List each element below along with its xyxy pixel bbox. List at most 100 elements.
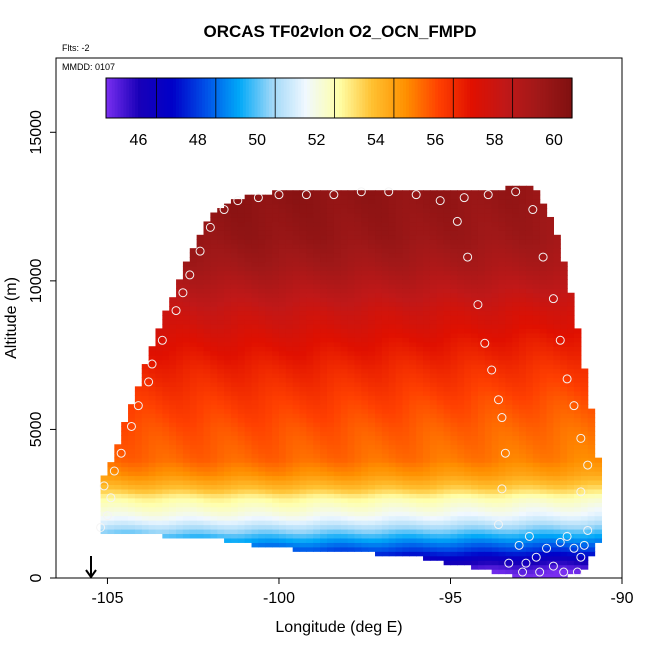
heatmap-cell [539, 422, 548, 428]
heatmap-cell [519, 493, 527, 499]
heatmap-cell [512, 457, 520, 463]
heatmap-cell [306, 341, 314, 347]
heatmap-cell [491, 239, 500, 245]
heatmap-cell [553, 453, 561, 459]
heatmap-cell [230, 520, 239, 526]
heatmap-cell [457, 194, 465, 200]
heatmap-cell [423, 453, 431, 459]
heatmap-cell [375, 301, 383, 307]
heatmap-cell [278, 319, 287, 325]
heatmap-cell [155, 462, 163, 468]
heatmap-cell [381, 417, 390, 423]
heatmap-cell [182, 332, 191, 338]
heatmap-cell [155, 408, 163, 414]
heatmap-cell [381, 221, 390, 227]
heatmap-cell [169, 435, 177, 441]
heatmap-cell [464, 395, 472, 401]
heatmap-cell [388, 390, 397, 396]
heatmap-cell [395, 537, 404, 543]
heatmap-cell [217, 288, 225, 294]
heatmap-cell [265, 506, 273, 512]
heatmap-cell [278, 243, 287, 249]
heatmap-cell [272, 346, 280, 352]
heatmap-cell [258, 528, 266, 535]
heatmap-cell [244, 257, 253, 263]
heatmap-cell [567, 408, 575, 414]
heatmap-cell [436, 252, 445, 258]
heatmap-cell [224, 417, 232, 423]
heatmap-cell [532, 520, 541, 526]
heatmap-cell [272, 479, 280, 485]
heatmap-cell [388, 408, 397, 414]
heatmap-cell [553, 488, 561, 494]
heatmap-cell [464, 479, 472, 485]
heatmap-cell [265, 390, 273, 396]
heatmap-cell [560, 346, 568, 352]
heatmap-cell [347, 390, 356, 396]
heatmap-cell [519, 341, 527, 347]
heatmap-cell [361, 337, 369, 343]
heatmap-cell [546, 274, 554, 280]
heatmap-cell [567, 355, 575, 361]
heatmap-cell [409, 386, 417, 392]
heatmap-cell [189, 386, 198, 392]
heatmap-cell [258, 386, 266, 392]
heatmap-cell [498, 404, 506, 410]
heatmap-cell [251, 234, 259, 240]
heatmap-cell [258, 337, 266, 343]
heatmap-cell [409, 212, 417, 218]
heatmap-cell [484, 310, 493, 316]
heatmap-cell [196, 515, 205, 521]
heatmap-cell [306, 484, 314, 490]
heatmap-cell [539, 395, 548, 401]
heatmap-cell [464, 533, 472, 539]
heatmap-cell [546, 230, 554, 236]
heatmap-cell [368, 372, 376, 379]
heatmap-cell [409, 292, 417, 298]
heatmap-cell [423, 426, 431, 432]
heatmap-cell [244, 497, 253, 503]
heatmap-cell [251, 399, 259, 405]
heatmap-cell [429, 315, 438, 321]
heatmap-cell [292, 368, 301, 374]
heatmap-cell [457, 377, 465, 383]
heatmap-cell [326, 462, 335, 468]
heatmap-cell [265, 493, 273, 499]
heatmap-cell [285, 355, 294, 361]
heatmap-cell [203, 520, 211, 526]
heatmap-cell [560, 323, 568, 329]
heatmap-cell [567, 475, 575, 481]
heatmap-cell [464, 430, 472, 436]
heatmap-cell [182, 528, 191, 535]
heatmap-cell [299, 372, 308, 379]
heatmap-cell [443, 426, 452, 432]
heatmap-cell [340, 368, 349, 374]
heatmap-cell [306, 257, 314, 263]
heatmap-cell [498, 230, 506, 236]
heatmap-cell [388, 404, 397, 410]
heatmap-cell [203, 372, 211, 379]
heatmap-cell [532, 502, 541, 508]
heatmap-cell [299, 457, 308, 463]
heatmap-cell [567, 381, 575, 387]
heatmap-cell [141, 404, 150, 410]
heatmap-cell [292, 524, 301, 530]
heatmap-cell [162, 368, 170, 374]
heatmap-cell [546, 520, 554, 526]
heatmap-cell [416, 457, 424, 463]
heatmap-cell [278, 488, 287, 494]
heatmap-cell [450, 479, 458, 485]
heatmap-cell [265, 252, 273, 258]
heatmap-cell [230, 239, 239, 245]
heatmap-cell [395, 190, 404, 196]
heatmap-cell [491, 346, 500, 352]
heatmap-cell [299, 511, 308, 517]
heatmap-cell [224, 364, 232, 370]
heatmap-cell [381, 466, 390, 472]
heatmap-cell [313, 323, 321, 329]
heatmap-cell [477, 341, 486, 347]
heatmap-cell [217, 524, 225, 530]
heatmap-cell [471, 444, 479, 450]
heatmap-cell [375, 506, 383, 512]
heatmap-cell [375, 239, 383, 245]
